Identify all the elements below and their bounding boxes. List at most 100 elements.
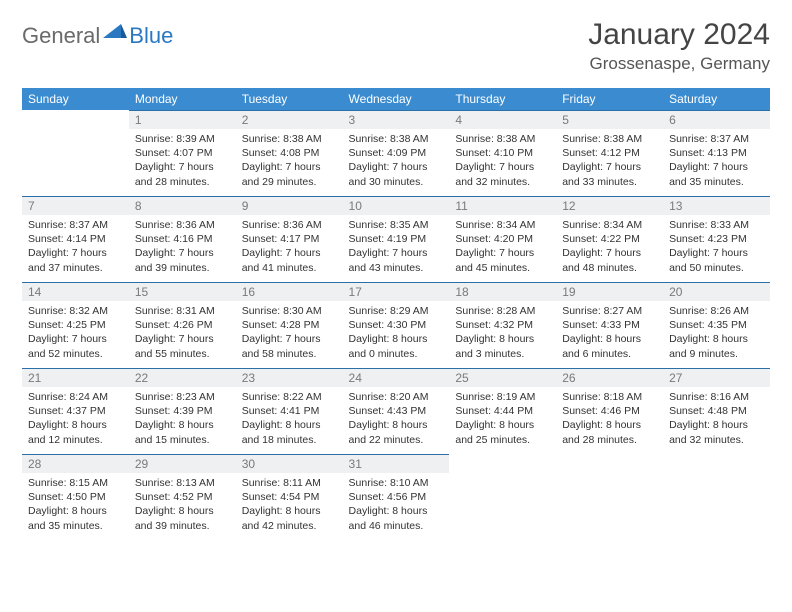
calendar-cell: 16Sunrise: 8:30 AMSunset: 4:28 PMDayligh…: [236, 282, 343, 368]
weekday-header: Sunday: [22, 88, 129, 110]
weekday-header: Wednesday: [343, 88, 450, 110]
calendar-cell: 11Sunrise: 8:34 AMSunset: 4:20 PMDayligh…: [449, 196, 556, 282]
day-details: Sunrise: 8:36 AMSunset: 4:17 PMDaylight:…: [236, 215, 343, 279]
title-block: January 2024 Grossenaspe, Germany: [588, 18, 770, 74]
day-details: Sunrise: 8:22 AMSunset: 4:41 PMDaylight:…: [236, 387, 343, 451]
calendar-week-row: 21Sunrise: 8:24 AMSunset: 4:37 PMDayligh…: [22, 368, 770, 454]
calendar-cell: 26Sunrise: 8:18 AMSunset: 4:46 PMDayligh…: [556, 368, 663, 454]
calendar-cell: 22Sunrise: 8:23 AMSunset: 4:39 PMDayligh…: [129, 368, 236, 454]
day-number: 23: [236, 368, 343, 387]
day-details: Sunrise: 8:34 AMSunset: 4:22 PMDaylight:…: [556, 215, 663, 279]
calendar-cell: 14Sunrise: 8:32 AMSunset: 4:25 PMDayligh…: [22, 282, 129, 368]
day-number: 30: [236, 454, 343, 473]
day-number: 19: [556, 282, 663, 301]
day-details: Sunrise: 8:19 AMSunset: 4:44 PMDaylight:…: [449, 387, 556, 451]
day-details: Sunrise: 8:16 AMSunset: 4:48 PMDaylight:…: [663, 387, 770, 451]
calendar-cell: 19Sunrise: 8:27 AMSunset: 4:33 PMDayligh…: [556, 282, 663, 368]
day-details: Sunrise: 8:26 AMSunset: 4:35 PMDaylight:…: [663, 301, 770, 365]
day-details: Sunrise: 8:37 AMSunset: 4:14 PMDaylight:…: [22, 215, 129, 279]
calendar-cell: 6Sunrise: 8:37 AMSunset: 4:13 PMDaylight…: [663, 110, 770, 196]
day-number: 4: [449, 110, 556, 129]
day-details: Sunrise: 8:31 AMSunset: 4:26 PMDaylight:…: [129, 301, 236, 365]
day-number: 28: [22, 454, 129, 473]
day-details: Sunrise: 8:29 AMSunset: 4:30 PMDaylight:…: [343, 301, 450, 365]
day-number: 12: [556, 196, 663, 215]
calendar-cell: 28Sunrise: 8:15 AMSunset: 4:50 PMDayligh…: [22, 454, 129, 540]
calendar-cell: 29Sunrise: 8:13 AMSunset: 4:52 PMDayligh…: [129, 454, 236, 540]
day-details: Sunrise: 8:28 AMSunset: 4:32 PMDaylight:…: [449, 301, 556, 365]
day-number: 7: [22, 196, 129, 215]
day-details: Sunrise: 8:20 AMSunset: 4:43 PMDaylight:…: [343, 387, 450, 451]
day-details: Sunrise: 8:23 AMSunset: 4:39 PMDaylight:…: [129, 387, 236, 451]
day-number: 22: [129, 368, 236, 387]
calendar-cell: 15Sunrise: 8:31 AMSunset: 4:26 PMDayligh…: [129, 282, 236, 368]
logo-text-general: General: [22, 23, 100, 49]
day-number: 20: [663, 282, 770, 301]
calendar-cell: 30Sunrise: 8:11 AMSunset: 4:54 PMDayligh…: [236, 454, 343, 540]
header: General Blue January 2024 Grossenaspe, G…: [22, 18, 770, 74]
calendar-cell: 4Sunrise: 8:38 AMSunset: 4:10 PMDaylight…: [449, 110, 556, 196]
day-details: Sunrise: 8:33 AMSunset: 4:23 PMDaylight:…: [663, 215, 770, 279]
calendar-cell: 2Sunrise: 8:38 AMSunset: 4:08 PMDaylight…: [236, 110, 343, 196]
day-details: Sunrise: 8:34 AMSunset: 4:20 PMDaylight:…: [449, 215, 556, 279]
calendar-week-row: 1Sunrise: 8:39 AMSunset: 4:07 PMDaylight…: [22, 110, 770, 196]
weekday-header: Friday: [556, 88, 663, 110]
calendar-cell: [556, 454, 663, 540]
calendar-cell: 24Sunrise: 8:20 AMSunset: 4:43 PMDayligh…: [343, 368, 450, 454]
day-number: 13: [663, 196, 770, 215]
day-number: 21: [22, 368, 129, 387]
weekday-header-row: SundayMondayTuesdayWednesdayThursdayFrid…: [22, 88, 770, 110]
calendar-cell: 31Sunrise: 8:10 AMSunset: 4:56 PMDayligh…: [343, 454, 450, 540]
calendar-cell: 1Sunrise: 8:39 AMSunset: 4:07 PMDaylight…: [129, 110, 236, 196]
day-details: Sunrise: 8:15 AMSunset: 4:50 PMDaylight:…: [22, 473, 129, 537]
calendar-cell: 25Sunrise: 8:19 AMSunset: 4:44 PMDayligh…: [449, 368, 556, 454]
day-number: 5: [556, 110, 663, 129]
day-number: 15: [129, 282, 236, 301]
day-details: Sunrise: 8:30 AMSunset: 4:28 PMDaylight:…: [236, 301, 343, 365]
day-number: 18: [449, 282, 556, 301]
calendar-cell: 20Sunrise: 8:26 AMSunset: 4:35 PMDayligh…: [663, 282, 770, 368]
calendar-cell: [449, 454, 556, 540]
calendar-cell: 12Sunrise: 8:34 AMSunset: 4:22 PMDayligh…: [556, 196, 663, 282]
day-details: Sunrise: 8:18 AMSunset: 4:46 PMDaylight:…: [556, 387, 663, 451]
day-number: 11: [449, 196, 556, 215]
day-number: 14: [22, 282, 129, 301]
day-details: Sunrise: 8:10 AMSunset: 4:56 PMDaylight:…: [343, 473, 450, 537]
day-details: Sunrise: 8:38 AMSunset: 4:09 PMDaylight:…: [343, 129, 450, 193]
calendar-week-row: 7Sunrise: 8:37 AMSunset: 4:14 PMDaylight…: [22, 196, 770, 282]
day-details: Sunrise: 8:39 AMSunset: 4:07 PMDaylight:…: [129, 129, 236, 193]
calendar-week-row: 28Sunrise: 8:15 AMSunset: 4:50 PMDayligh…: [22, 454, 770, 540]
logo-triangle-icon: [103, 22, 127, 43]
weekday-header: Tuesday: [236, 88, 343, 110]
calendar-cell: 8Sunrise: 8:36 AMSunset: 4:16 PMDaylight…: [129, 196, 236, 282]
day-number: 27: [663, 368, 770, 387]
day-number: 17: [343, 282, 450, 301]
day-number: 26: [556, 368, 663, 387]
calendar-table: SundayMondayTuesdayWednesdayThursdayFrid…: [22, 88, 770, 540]
day-number: 8: [129, 196, 236, 215]
day-number: 24: [343, 368, 450, 387]
day-number: 25: [449, 368, 556, 387]
day-details: Sunrise: 8:32 AMSunset: 4:25 PMDaylight:…: [22, 301, 129, 365]
logo-text-blue: Blue: [129, 23, 173, 49]
page-subtitle: Grossenaspe, Germany: [588, 54, 770, 74]
day-details: Sunrise: 8:38 AMSunset: 4:10 PMDaylight:…: [449, 129, 556, 193]
day-number: 29: [129, 454, 236, 473]
logo: General Blue: [22, 22, 173, 49]
day-number: 6: [663, 110, 770, 129]
weekday-header: Monday: [129, 88, 236, 110]
calendar-cell: 17Sunrise: 8:29 AMSunset: 4:30 PMDayligh…: [343, 282, 450, 368]
day-number: 3: [343, 110, 450, 129]
day-number: 31: [343, 454, 450, 473]
day-number: 9: [236, 196, 343, 215]
calendar-cell: 23Sunrise: 8:22 AMSunset: 4:41 PMDayligh…: [236, 368, 343, 454]
calendar-cell: 7Sunrise: 8:37 AMSunset: 4:14 PMDaylight…: [22, 196, 129, 282]
day-number: 10: [343, 196, 450, 215]
calendar-cell: 13Sunrise: 8:33 AMSunset: 4:23 PMDayligh…: [663, 196, 770, 282]
day-details: Sunrise: 8:38 AMSunset: 4:08 PMDaylight:…: [236, 129, 343, 193]
calendar-cell: 18Sunrise: 8:28 AMSunset: 4:32 PMDayligh…: [449, 282, 556, 368]
calendar-cell: 3Sunrise: 8:38 AMSunset: 4:09 PMDaylight…: [343, 110, 450, 196]
day-details: Sunrise: 8:11 AMSunset: 4:54 PMDaylight:…: [236, 473, 343, 537]
calendar-cell: 21Sunrise: 8:24 AMSunset: 4:37 PMDayligh…: [22, 368, 129, 454]
day-details: Sunrise: 8:38 AMSunset: 4:12 PMDaylight:…: [556, 129, 663, 193]
